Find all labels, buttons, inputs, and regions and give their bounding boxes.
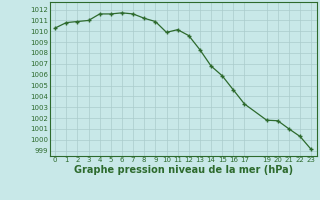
X-axis label: Graphe pression niveau de la mer (hPa): Graphe pression niveau de la mer (hPa) bbox=[74, 165, 293, 175]
